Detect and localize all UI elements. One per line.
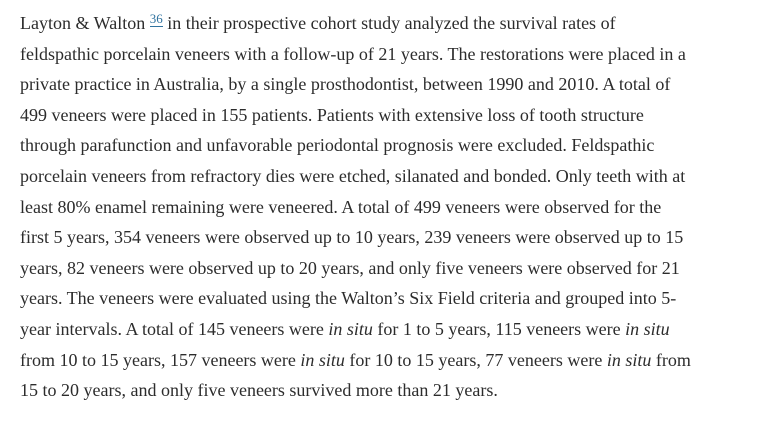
text-run: private practice in Australia, by a sing… (20, 74, 671, 95)
text-run: 499 veneers were placed in 155 patients.… (20, 104, 644, 125)
text-line: years, 82 veneers were observed up to 20… (20, 253, 751, 284)
citation-reference-link[interactable]: 36 (149, 11, 163, 27)
article-body: Layton & Walton 36 in their prospective … (20, 8, 751, 406)
text-run: through parafunction and unfavorable per… (20, 135, 655, 156)
text-run: in their prospective cohort study analyz… (162, 13, 616, 33)
text-line: Layton & Walton 36 in their prospective … (20, 8, 751, 39)
text-line: porcelain veneers from refractory dies w… (20, 161, 751, 192)
paragraph: Layton & Walton 36 in their prospective … (20, 8, 751, 406)
text-run: year intervals. A total of 145 veneers w… (20, 318, 329, 339)
text-run: least 80% enamel remaining were veneered… (20, 196, 662, 217)
text-line: least 80% enamel remaining were veneered… (20, 192, 751, 223)
text-line: year intervals. A total of 145 veneers w… (20, 314, 751, 345)
text-line: 499 veneers were placed in 155 patients.… (20, 100, 751, 131)
italic-term: in situ (625, 318, 670, 339)
text-run: years. The veneers were evaluated using … (20, 288, 677, 309)
italic-term: in situ (328, 318, 373, 339)
text-run: Layton & Walton (20, 13, 150, 33)
text-line: 15 to 20 years, and only five veneers su… (20, 375, 751, 406)
text-run: 15 to 20 years, and only five veneers su… (20, 380, 498, 401)
text-run: from 10 to 15 years, 157 veneers were (20, 349, 301, 370)
text-run: porcelain veneers from refractory dies w… (20, 165, 686, 186)
text-line: private practice in Australia, by a sing… (20, 69, 751, 100)
text-run: years, 82 veneers were observed up to 20… (20, 257, 680, 278)
text-run: feldspathic porcelain veneers with a fol… (20, 43, 686, 64)
italic-term: in situ (300, 349, 345, 370)
text-run: from (651, 349, 691, 370)
text-run: first 5 years, 354 veneers were observed… (20, 227, 684, 248)
italic-term: in situ (606, 349, 652, 370)
text-run: for 10 to 15 years, 77 veneers were (344, 349, 607, 370)
text-line: from 10 to 15 years, 157 veneers were in… (20, 345, 751, 376)
text-run: for 1 to 5 years, 115 veneers were (372, 318, 626, 339)
text-line: through parafunction and unfavorable per… (20, 130, 751, 161)
text-line: years. The veneers were evaluated using … (20, 283, 751, 314)
text-line: feldspathic porcelain veneers with a fol… (20, 39, 751, 70)
text-line: first 5 years, 354 veneers were observed… (20, 222, 751, 253)
